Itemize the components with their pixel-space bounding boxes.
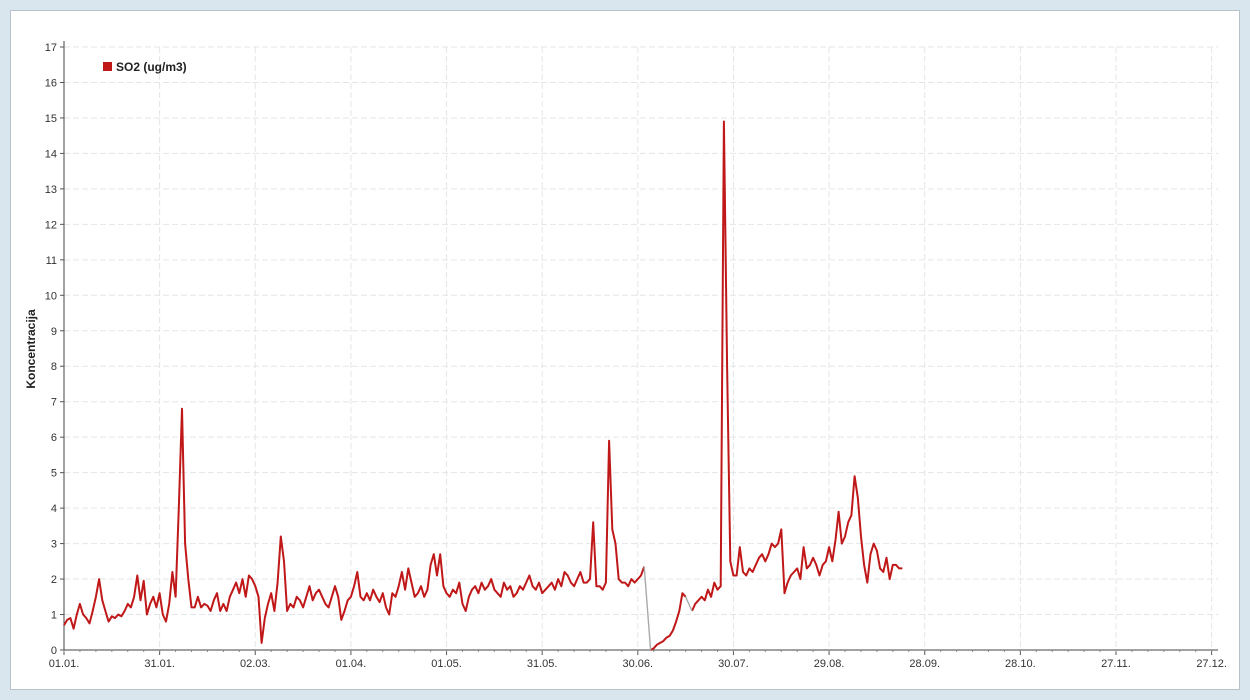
series-line-4 [684,596,693,612]
series-lines [63,120,903,651]
x-tick-label: 27.12. [1196,658,1227,670]
y-tick-label: 7 [51,397,57,409]
y-tick-label: 1 [51,610,57,622]
x-tick-label: 27.11. [1101,658,1131,670]
series-line-3 [643,566,652,651]
y-tick-label: 3 [51,539,57,551]
series-line-1 [650,592,687,651]
y-tick-label: 12 [45,219,57,231]
y-tick-label: 2 [51,574,57,586]
x-tick-label: 30.06. [623,658,654,670]
y-tick-label: 4 [51,503,57,515]
y-tick-label: 14 [45,148,57,160]
x-tick-label: 01.01. [49,658,80,670]
y-tick-label: 9 [51,326,57,338]
y-tick-label: 11 [46,255,57,267]
x-tick-label: 29.08. [814,658,845,670]
y-tick-label: 13 [45,184,57,196]
x-tick-label: 01.04. [336,658,367,670]
x-axis-ticks: 01.01. 31.01. 02.03. 01.04. 01.05. 31.05. 30.0… [49,650,1227,670]
x-tick-label: 30.07. [718,658,749,670]
x-tick-label: 02.03. [240,658,271,670]
legend-label: SO2 (ug/m3) [116,60,187,74]
legend: SO2 (ug/m3) [103,60,187,74]
y-tick-label: 16 [45,77,57,89]
series-line-0 [63,407,646,644]
series-line-2 [691,120,903,612]
y-axis-label: Koncentracija [24,309,38,389]
y-tick-label: 17 [45,42,57,54]
axes [63,41,1218,651]
y-tick-label: 10 [45,290,57,302]
y-tick-label: 0 [51,645,57,657]
legend-swatch [103,62,112,71]
grid [64,46,1218,650]
x-tick-label: 31.01. [144,658,175,670]
chart-frame: 0 1 2 3 4 5 6 7 8 9 10 11 12 13 14 15 16 17 01.01. 31.01. 0… [10,10,1240,690]
y-tick-label: 6 [51,432,57,444]
x-tick-label: 28.10. [1005,658,1036,670]
x-tick-label: 31.05. [527,658,558,670]
y-tick-label: 5 [51,468,57,480]
y-tick-label: 15 [45,113,57,125]
y-tick-label: 8 [51,361,57,373]
x-tick-label: 28.09. [909,658,940,670]
x-tick-label: 01.05. [431,658,462,670]
